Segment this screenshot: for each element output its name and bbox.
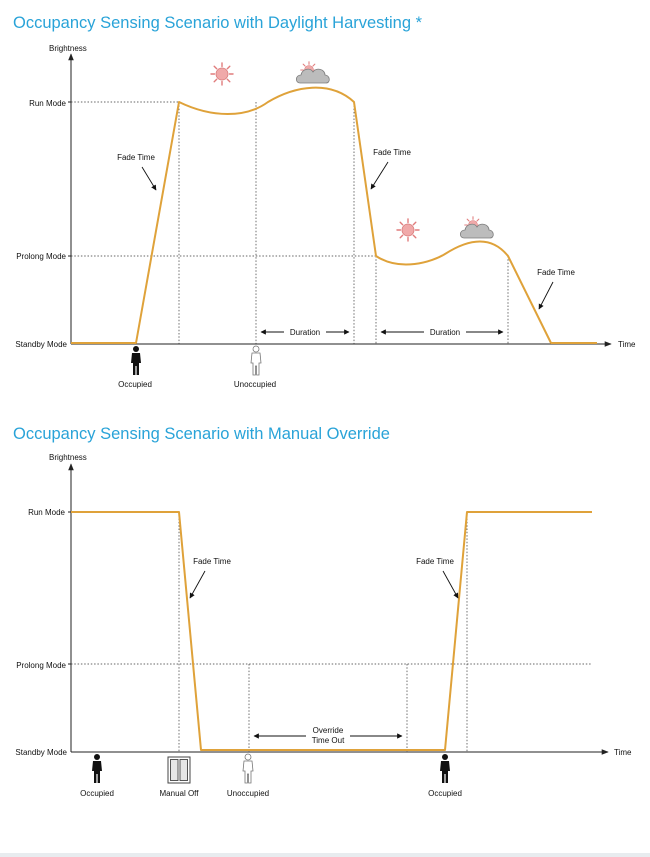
switch-icon [167,756,191,784]
diagram2-title: Occupancy Sensing Scenario with Manual O… [13,425,390,443]
diagram1-event-occupied: Occupied [118,380,152,389]
diagram1-level-prolong: Prolong Mode [16,252,66,261]
diagram1-fade-label-1: Fade Time [117,153,155,162]
diagram2-event-occupied-1: Occupied [80,789,114,798]
diagram1-level-standby: Standby Mode [15,340,67,349]
person-icon [92,754,102,783]
diagram2-event-manual-off: Manual Off [160,789,200,798]
diagram1-brightness-curve [71,86,597,344]
page-bottom-strip [0,853,650,857]
sun-icon [210,62,234,86]
diagram1-x-axis-label: Time [618,340,636,349]
diagram2-fade-arrow-2 [442,570,459,599]
diagram2-guides [71,512,592,752]
diagram2-override-label-line2: Time Out [312,736,345,745]
diagram2-fade-label-2: Fade Time [416,557,454,566]
person-icon [131,346,141,375]
diagram2-level-prolong: Prolong Mode [16,661,66,670]
diagram2-x-axis-label: Time [614,748,632,757]
diagram1-event-unoccupied: Unoccupied [234,380,276,389]
diagram1-level-run: Run Mode [29,99,66,108]
diagram1-fade-arrow-1 [141,166,157,191]
person-icon [440,754,450,783]
diagram1-duration-label-1: Duration [290,328,320,337]
diagram2: Brightness Time Run Mode Prolong Mode St… [15,453,632,798]
diagram1-fade-arrow-2 [370,161,389,190]
diagram2-override-label-line1: Override [313,726,344,735]
diagram1: Brightness Time Run Mode Prolong Mode St… [15,44,636,389]
diagram2-level-standby: Standby Mode [15,748,67,757]
diagram1-duration-label-2: Duration [430,328,460,337]
person-outline-icon [250,345,262,376]
diagram2-event-unoccupied: Unoccupied [227,789,269,798]
diagram2-brightness-curve [71,511,592,751]
diagram2-event-occupied-2: Occupied [428,789,462,798]
diagram1-y-axis-label: Brightness [49,44,87,53]
sun-cloud-icon [296,62,329,83]
diagram1-guides [71,101,509,344]
sun-icon [396,218,420,242]
diagram2-level-run: Run Mode [28,508,65,517]
diagram2-y-axis-label: Brightness [49,453,87,462]
diagram1-fade-label-3: Fade Time [537,268,575,277]
diagram1-fade-arrow-3 [538,281,554,310]
diagram2-fade-arrow-1 [189,570,206,599]
sun-cloud-icon [460,217,493,238]
diagram1-fade-label-2: Fade Time [373,148,411,157]
diagram2-fade-label-1: Fade Time [193,557,231,566]
person-outline-icon [242,753,254,784]
diagram1-title: Occupancy Sensing Scenario with Daylight… [13,14,423,32]
